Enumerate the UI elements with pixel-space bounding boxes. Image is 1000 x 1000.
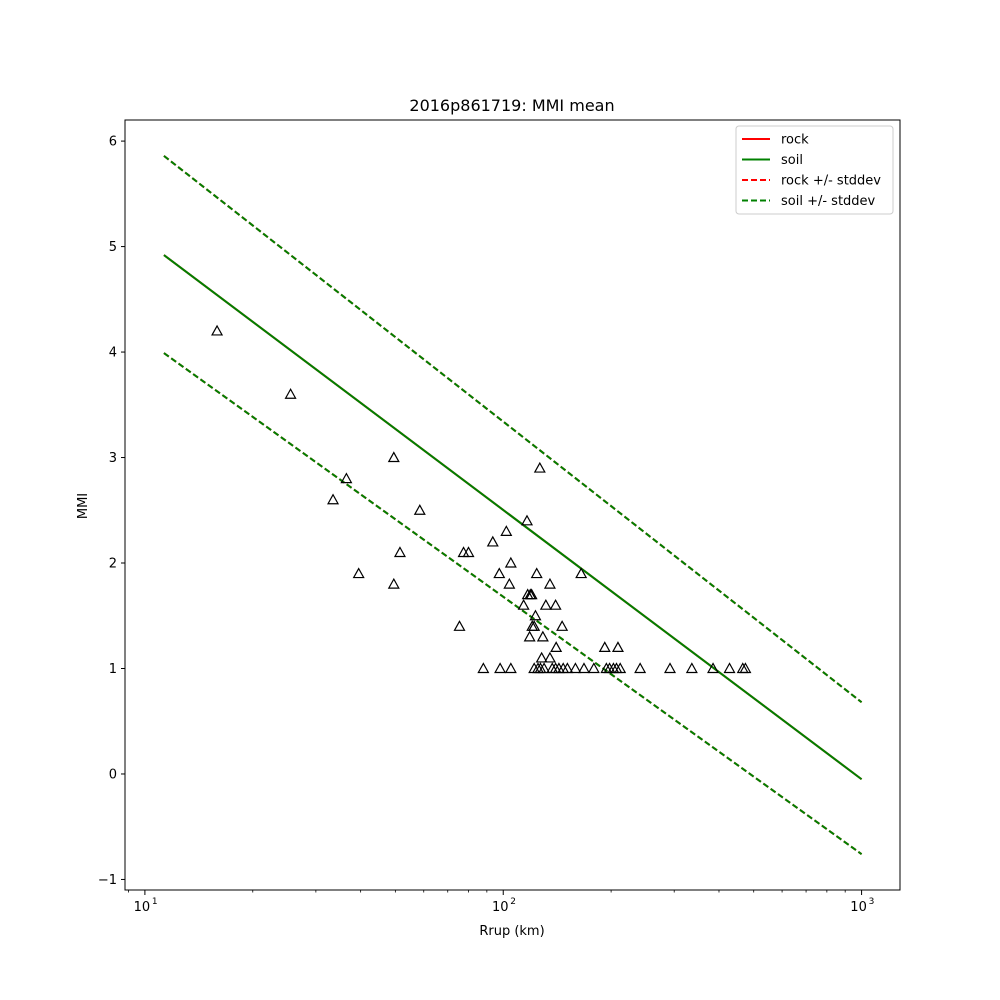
legend-label: rock xyxy=(781,133,809,148)
data-point xyxy=(528,620,541,631)
y-tick-label: 1 xyxy=(109,662,117,677)
data-point xyxy=(462,546,475,558)
series-line-soil-stddev-lower xyxy=(163,352,863,855)
data-point xyxy=(352,567,365,579)
data-point xyxy=(598,641,611,652)
data-point xyxy=(387,451,400,463)
legend-label: rock +/- stddev xyxy=(781,174,881,189)
data-point xyxy=(634,662,647,674)
data-point xyxy=(539,598,552,610)
data-point xyxy=(523,630,536,642)
data-point xyxy=(614,662,627,674)
data-point xyxy=(413,504,426,515)
data-point xyxy=(494,662,507,674)
legend-label: soil +/- stddev xyxy=(781,194,876,209)
data-point xyxy=(503,577,516,589)
data-point xyxy=(707,662,720,674)
y-tick-label: −1 xyxy=(98,873,117,888)
x-axis-label: Rrup (km) xyxy=(479,924,544,939)
data-point xyxy=(575,567,588,579)
plot-area xyxy=(124,119,901,891)
data-point xyxy=(500,525,513,536)
data-point xyxy=(569,662,582,674)
x-tick-label: 10 xyxy=(134,900,151,915)
y-tick-label: 2 xyxy=(109,557,117,572)
x-tick-exponent: 1 xyxy=(152,897,158,907)
data-point xyxy=(550,641,563,652)
data-point xyxy=(543,651,556,663)
data-point xyxy=(340,472,353,484)
x-tick-label: 10 xyxy=(492,900,509,915)
data-point xyxy=(453,620,466,631)
y-tick-label: 0 xyxy=(109,767,117,782)
series-line-soil xyxy=(163,254,863,781)
data-point xyxy=(477,662,490,674)
data-point xyxy=(556,620,569,631)
data-point xyxy=(504,662,517,674)
legend: rock soil rock +/- stddev soil +/- stddev xyxy=(735,125,894,215)
axes-frame xyxy=(124,119,901,891)
data-point xyxy=(493,567,506,579)
series-line-soil-stddev-upper xyxy=(163,155,863,704)
y-tick-label: 3 xyxy=(109,451,117,466)
data-point xyxy=(529,609,542,621)
data-point xyxy=(535,651,548,663)
data-point xyxy=(284,388,297,399)
data-point xyxy=(739,662,752,674)
data-point xyxy=(486,535,499,547)
data-point xyxy=(533,461,546,473)
data-point xyxy=(327,493,340,505)
data-point xyxy=(538,662,551,674)
y-axis-label: MMI xyxy=(76,493,91,519)
data-point xyxy=(561,662,574,674)
data-point xyxy=(520,514,534,526)
data-point xyxy=(536,630,549,642)
data-point xyxy=(577,662,590,674)
x-tick-label: 10 xyxy=(850,900,867,915)
x-tick-exponent: 2 xyxy=(510,897,516,907)
data-point xyxy=(723,662,736,674)
data-point xyxy=(685,662,698,674)
data-point xyxy=(211,324,224,336)
data-point xyxy=(543,577,556,589)
data-point xyxy=(549,598,562,610)
y-tick-label: 4 xyxy=(109,346,117,361)
plot-content xyxy=(163,155,863,855)
data-point xyxy=(530,567,543,579)
data-point xyxy=(517,598,530,610)
data-point xyxy=(663,662,677,674)
data-point xyxy=(525,588,538,600)
legend-box xyxy=(735,125,894,215)
data-point xyxy=(611,641,624,652)
y-tick-label: 6 xyxy=(109,135,117,150)
data-point xyxy=(387,577,400,589)
data-point xyxy=(587,662,600,674)
x-tick-exponent: 3 xyxy=(869,897,875,907)
data-point xyxy=(393,546,406,558)
legend-label: soil xyxy=(781,153,803,168)
y-tick-label: 5 xyxy=(109,240,117,255)
chart-title: 2016p861719: MMI mean xyxy=(409,96,614,115)
data-point xyxy=(504,556,517,568)
